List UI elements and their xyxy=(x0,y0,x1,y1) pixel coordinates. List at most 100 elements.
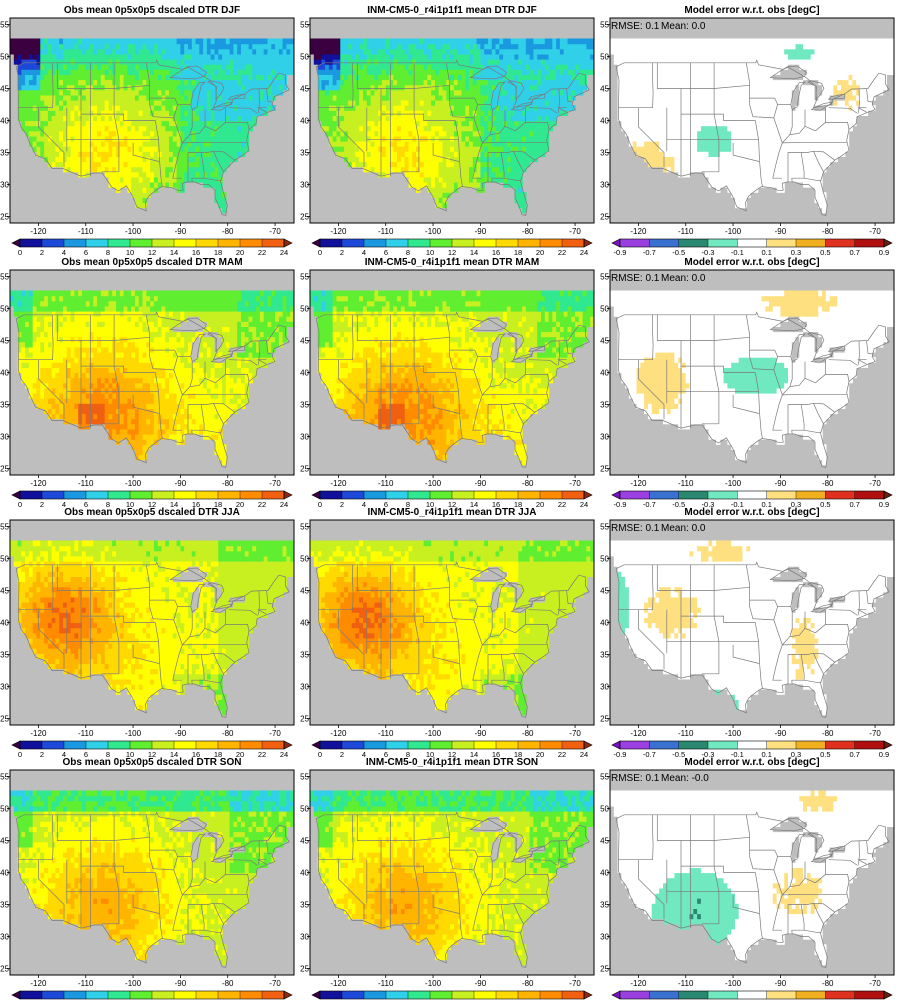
grid-cell xyxy=(697,120,702,127)
grid-cell xyxy=(423,161,428,168)
grid-cell xyxy=(461,38,466,45)
grid-cell xyxy=(647,94,653,101)
grid-cell xyxy=(559,38,565,45)
grid-cell xyxy=(723,135,728,142)
grid-cell xyxy=(765,74,770,81)
grid-cell xyxy=(32,64,38,70)
grid-cell xyxy=(55,100,60,106)
grid-cell xyxy=(617,100,622,106)
grid-cell xyxy=(180,100,185,106)
grid-cell xyxy=(180,105,185,111)
grid-cell xyxy=(241,64,246,70)
grid-cell xyxy=(214,74,219,81)
grid-cell xyxy=(252,69,257,75)
grid-cell xyxy=(644,94,649,101)
grid-cell xyxy=(336,48,341,55)
grid-cell xyxy=(719,48,725,55)
grid-cell xyxy=(85,151,91,157)
grid-cell xyxy=(753,64,759,70)
grid-cell xyxy=(716,105,721,111)
grid-cell xyxy=(438,141,444,147)
grid-cell xyxy=(769,100,774,106)
grid-cell xyxy=(499,48,504,55)
grid-cell xyxy=(51,110,57,116)
grid-cell xyxy=(750,105,755,111)
grid-cell xyxy=(229,120,234,127)
grid-cell xyxy=(625,53,630,60)
grid-cell xyxy=(93,53,98,60)
grid-cell xyxy=(404,120,410,127)
grid-cell xyxy=(438,171,444,178)
grid-cell xyxy=(567,105,572,111)
grid-cell xyxy=(347,59,353,65)
grid-cell xyxy=(393,79,398,86)
grid-cell xyxy=(628,110,634,116)
grid-cell xyxy=(408,120,413,127)
grid-cell xyxy=(693,100,698,106)
grid-cell xyxy=(442,202,447,209)
state-line xyxy=(504,177,521,182)
grid-cell xyxy=(157,156,163,163)
grid-cell xyxy=(184,151,189,157)
grid-cell xyxy=(533,48,538,55)
grid-cell xyxy=(640,130,645,137)
grid-cell xyxy=(727,89,732,96)
grid-cell xyxy=(32,100,38,106)
grid-cell xyxy=(640,53,645,60)
grid-cell xyxy=(347,69,353,75)
grid-cell xyxy=(317,69,322,75)
grid-cell xyxy=(21,94,26,101)
grid-cell xyxy=(180,43,185,50)
grid-cell xyxy=(727,176,732,183)
grid-cell xyxy=(172,171,178,178)
grid-cell xyxy=(563,89,569,96)
state-line xyxy=(318,62,354,109)
grid-cell xyxy=(663,141,668,147)
grid-cell xyxy=(267,59,272,65)
grid-cell xyxy=(412,59,417,65)
state-line xyxy=(38,107,65,168)
grid-cell xyxy=(435,187,440,193)
grid-cell xyxy=(17,38,22,45)
grid-cell xyxy=(582,69,587,75)
grid-cell xyxy=(522,135,527,142)
grid-cell xyxy=(533,84,538,91)
grid-cell xyxy=(753,115,759,122)
grid-cell xyxy=(488,115,493,122)
grid-cell xyxy=(78,53,83,60)
grid-cell xyxy=(325,48,330,55)
grid-cell xyxy=(142,197,147,204)
grid-cell xyxy=(363,135,368,142)
grid-cell xyxy=(336,53,341,60)
grid-cell xyxy=(74,156,79,163)
grid-cell xyxy=(259,74,265,81)
grid-cell xyxy=(761,141,766,147)
grid-cell xyxy=(727,64,732,70)
grid-cell xyxy=(28,100,34,106)
grid-cell xyxy=(495,64,500,70)
grid-cell xyxy=(476,89,481,96)
grid-cell xyxy=(359,115,364,122)
grid-cell xyxy=(582,74,587,81)
grid-cell xyxy=(644,141,649,147)
grid-cell xyxy=(229,74,234,81)
grid-cell xyxy=(689,110,694,116)
grid-cell xyxy=(256,69,261,75)
grid-cell xyxy=(328,38,334,45)
grid-cell xyxy=(499,171,504,178)
grid-cell xyxy=(225,43,231,50)
grid-cell xyxy=(644,125,649,132)
grid-cell xyxy=(374,151,379,157)
grid-cell xyxy=(772,79,778,86)
grid-cell xyxy=(548,110,553,116)
state-line xyxy=(266,88,272,103)
grid-cell xyxy=(450,74,455,81)
grid-cell xyxy=(138,202,144,209)
grid-cell xyxy=(363,120,368,127)
grid-cell xyxy=(81,48,87,55)
grid-cell xyxy=(644,135,649,142)
grid-cell xyxy=(776,100,781,106)
grid-cell xyxy=(184,110,189,116)
grid-cell xyxy=(146,125,151,132)
grid-cell xyxy=(104,120,110,127)
